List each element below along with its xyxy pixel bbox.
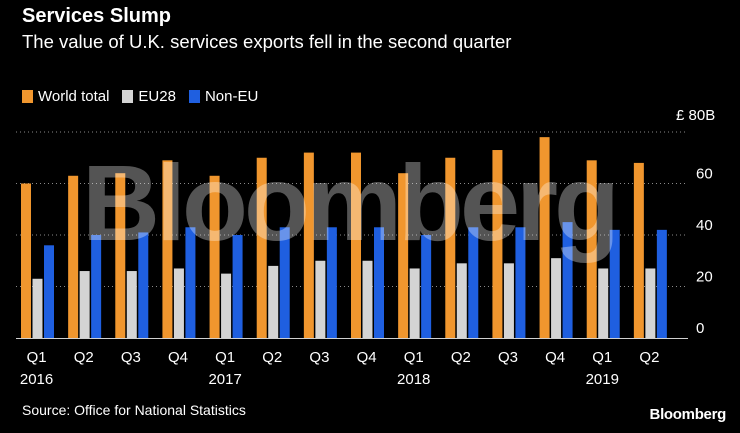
bar-eu28 bbox=[362, 260, 373, 338]
bar-eu28 bbox=[32, 278, 43, 338]
y-tick-label: 0 bbox=[696, 320, 704, 337]
bar-eu28 bbox=[315, 260, 326, 338]
x-year-label: 2019 bbox=[586, 371, 619, 388]
x-tick-label: Q1 bbox=[27, 349, 47, 366]
bar-world-total bbox=[633, 162, 644, 338]
bar-eu28 bbox=[173, 268, 184, 338]
x-tick-label: Q4 bbox=[357, 349, 377, 366]
x-tick-label: Q1 bbox=[404, 349, 424, 366]
bar-non-eu bbox=[138, 232, 149, 338]
bar-non-eu bbox=[44, 245, 54, 338]
bar-eu28 bbox=[503, 263, 514, 338]
bar-non-eu bbox=[609, 229, 620, 338]
bar-eu28 bbox=[598, 268, 609, 338]
bar-non-eu bbox=[326, 227, 337, 338]
x-tick-label: Q3 bbox=[309, 349, 329, 366]
bar-world-total bbox=[68, 175, 79, 338]
bar-world-total bbox=[21, 183, 31, 338]
bar-world-total bbox=[303, 152, 314, 338]
y-tick-label: 20 bbox=[696, 269, 713, 286]
brand-logo: Bloomberg bbox=[649, 406, 727, 423]
bar-world-total bbox=[351, 152, 361, 338]
x-year-label: 2017 bbox=[208, 371, 241, 388]
bar-eu28 bbox=[409, 268, 420, 338]
bar-world-total bbox=[445, 157, 456, 338]
x-tick-label: Q3 bbox=[121, 349, 141, 366]
x-tick-label: Q4 bbox=[545, 349, 565, 366]
x-year-label: 2016 bbox=[20, 371, 53, 388]
legend-swatch-world-total bbox=[22, 90, 33, 103]
legend-item-world-total: World total bbox=[22, 88, 109, 105]
legend-label: EU28 bbox=[138, 88, 176, 105]
bar-non-eu bbox=[421, 235, 432, 338]
chart-title: Services Slump bbox=[22, 5, 171, 27]
legend-swatch-eu28 bbox=[122, 90, 134, 103]
bar-world-total bbox=[256, 157, 267, 338]
x-tick-label: Q2 bbox=[74, 349, 94, 366]
chart-subtitle: The value of U.K. services exports fell … bbox=[22, 31, 512, 52]
bar-non-eu bbox=[279, 227, 290, 338]
legend-label: World total bbox=[38, 88, 110, 105]
bar-non-eu bbox=[232, 235, 243, 338]
x-tick-label: Q1 bbox=[592, 349, 612, 366]
x-tick-label: Q4 bbox=[168, 349, 188, 366]
x-year-label: 2018 bbox=[397, 371, 430, 388]
bar-world-total bbox=[162, 160, 173, 338]
x-tick-label: Q2 bbox=[262, 349, 282, 366]
x-tick-label: Q3 bbox=[498, 349, 518, 366]
legend-item-non-eu: Non-EU bbox=[188, 88, 259, 105]
bar-world-total bbox=[209, 175, 220, 338]
bar-non-eu bbox=[91, 235, 102, 338]
y-tick-label: 40 bbox=[696, 217, 713, 234]
bar-eu28 bbox=[645, 268, 656, 338]
bar-non-eu bbox=[515, 227, 526, 338]
bar-non-eu bbox=[468, 227, 479, 338]
bar-world-total bbox=[492, 150, 503, 338]
bar-world-total bbox=[539, 137, 550, 338]
bar-world-total bbox=[398, 173, 409, 338]
bar-eu28 bbox=[268, 265, 279, 338]
legend: World total EU28 Non-EU bbox=[22, 88, 271, 105]
bar-eu28 bbox=[551, 258, 562, 338]
bar-world-total bbox=[115, 173, 126, 338]
x-tick-label: Q1 bbox=[215, 349, 235, 366]
legend-swatch-non-eu bbox=[188, 90, 200, 103]
bar-non-eu bbox=[656, 229, 667, 338]
legend-label: Non-EU bbox=[204, 88, 259, 105]
y-unit-label: £ 80B bbox=[676, 107, 715, 124]
bar-eu28 bbox=[456, 263, 467, 338]
bar-eu28 bbox=[126, 271, 137, 338]
legend-item-eu28: EU28 bbox=[122, 88, 176, 105]
source-note: Source: Office for National Statistics bbox=[22, 402, 246, 418]
bar-non-eu bbox=[185, 227, 196, 338]
x-tick-label: Q2 bbox=[451, 349, 471, 366]
bar-eu28 bbox=[79, 271, 90, 338]
x-tick-label: Q2 bbox=[639, 349, 659, 366]
bar-non-eu bbox=[562, 222, 573, 338]
bar-eu28 bbox=[221, 273, 232, 338]
bar-world-total bbox=[586, 160, 597, 338]
y-tick-label: 60 bbox=[696, 166, 713, 183]
bar-non-eu bbox=[374, 227, 384, 338]
